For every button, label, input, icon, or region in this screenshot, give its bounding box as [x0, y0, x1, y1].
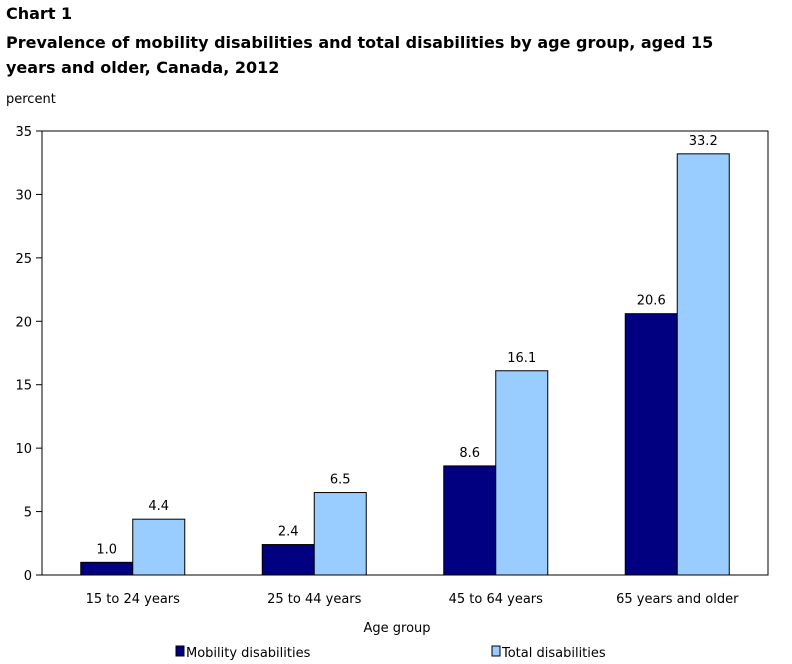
data-label: 2.4 [278, 525, 299, 540]
chart-label: Chart 1 [6, 4, 73, 23]
bar-total-2 [495, 370, 549, 576]
x-axis-title: Age group [363, 621, 430, 636]
plot-frame [41, 130, 769, 576]
chart-title: Prevalence of mobility disabilities and … [6, 33, 714, 77]
data-label: 20.6 [637, 294, 666, 309]
bar-total-0 [132, 518, 186, 576]
y-tick-label: 30 [15, 188, 32, 203]
data-label: 8.6 [459, 446, 480, 461]
y-tick-label: 5 [24, 506, 32, 521]
y-tick-label: 35 [15, 125, 32, 140]
bar-mobility-2 [443, 465, 497, 576]
data-label: 33.2 [689, 134, 718, 149]
x-tick-label: 15 to 24 years [86, 592, 181, 607]
y-tick-label: 20 [15, 315, 32, 330]
data-label: 6.5 [330, 473, 351, 488]
legend-swatch-mobility [175, 645, 185, 657]
y-tick-label: 10 [15, 442, 32, 457]
bar-mobility-3 [624, 313, 678, 576]
bar-mobility-1 [261, 544, 315, 576]
bar-total-3 [676, 153, 730, 576]
y-axis-unit-label: percent [6, 92, 56, 107]
y-tick-label: 0 [24, 569, 32, 584]
x-tick-label: 25 to 44 years [267, 592, 362, 607]
y-tick-label: 25 [15, 252, 32, 267]
bar-total-1 [313, 492, 367, 576]
y-tick-label: 15 [15, 379, 32, 394]
data-label: 1.0 [96, 542, 117, 557]
legend-label-total: Total disabilities [501, 646, 606, 661]
x-tick-label: 65 years and older [616, 592, 739, 607]
x-tick-label: 45 to 64 years [449, 592, 544, 607]
legend-swatch-total [491, 645, 501, 657]
legend-label-mobility: Mobility disabilities [186, 646, 311, 661]
data-label: 4.4 [148, 499, 169, 514]
bar-mobility-0 [80, 561, 134, 576]
data-label: 16.1 [507, 351, 536, 366]
